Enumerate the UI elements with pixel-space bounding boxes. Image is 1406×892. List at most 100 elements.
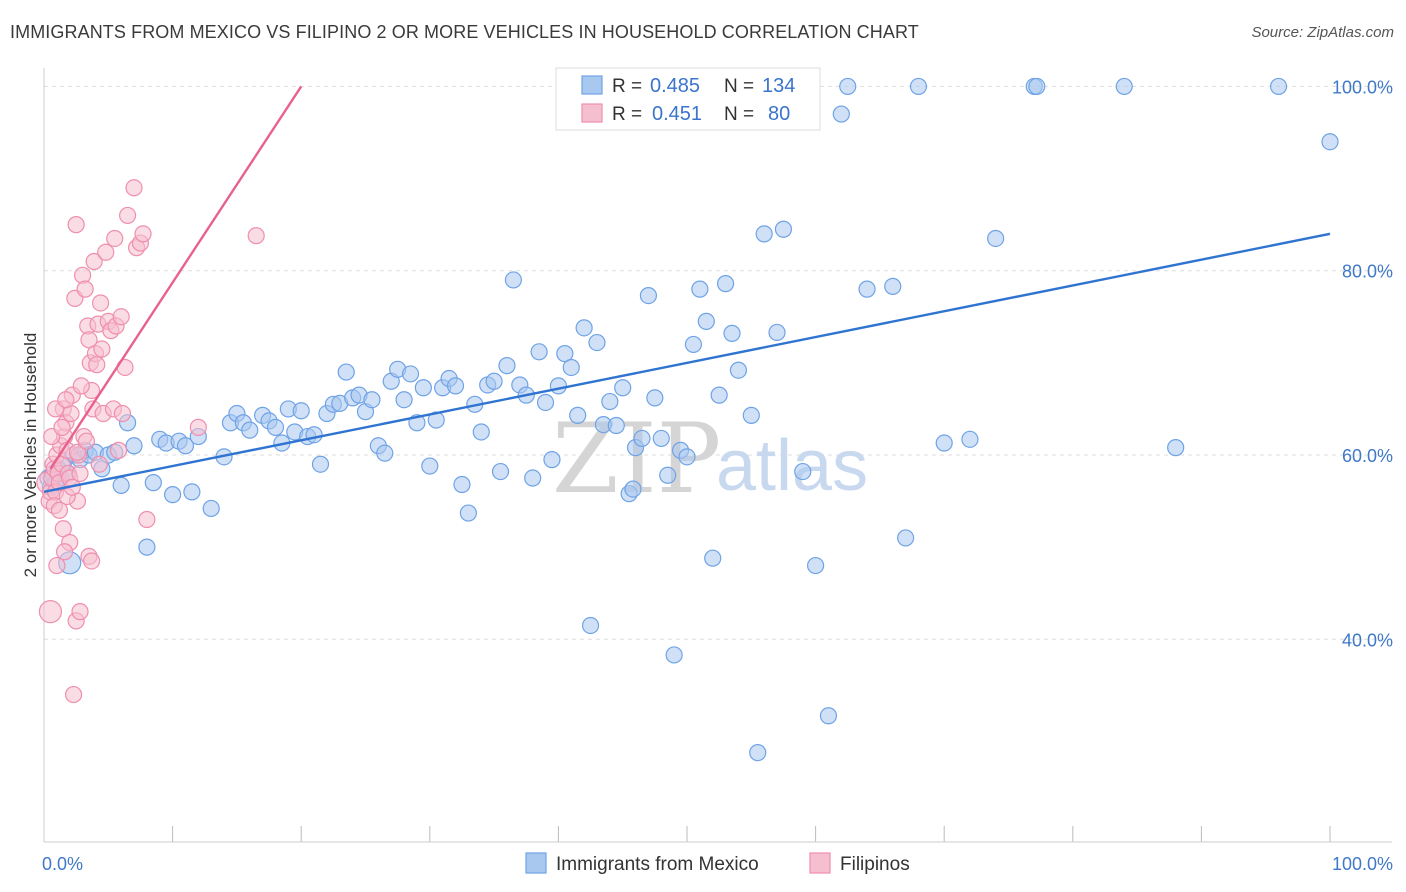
point-mexico xyxy=(768,323,786,342)
bottom-legend-swatch-mexico xyxy=(525,852,547,874)
point-filipinos xyxy=(82,552,101,570)
point-filipinos xyxy=(53,418,71,436)
point-mexico xyxy=(665,646,683,664)
point-mexico xyxy=(659,466,677,484)
x-tick-label: 100.0% xyxy=(1332,854,1393,874)
point-mexico xyxy=(646,389,664,407)
point-mexico xyxy=(549,377,568,395)
trend-lines xyxy=(43,85,1331,494)
point-mexico xyxy=(652,429,670,448)
chart-title: IMMIGRANTS FROM MEXICO VS FILIPINO 2 OR … xyxy=(10,22,919,42)
point-mexico xyxy=(806,556,825,575)
point-filipinos xyxy=(112,308,130,326)
point-mexico xyxy=(987,229,1005,248)
point-mexico xyxy=(556,345,574,363)
point-mexico xyxy=(684,335,703,354)
point-filipinos xyxy=(134,225,152,243)
point-mexico xyxy=(562,358,580,377)
point-mexico xyxy=(491,462,510,481)
point-mexico xyxy=(710,386,728,404)
point-filipinos xyxy=(125,179,143,197)
point-mexico xyxy=(530,343,548,361)
point-mexico xyxy=(607,416,625,435)
point-filipinos xyxy=(88,356,106,374)
point-mexico xyxy=(138,538,156,556)
point-mexico xyxy=(935,434,953,452)
source-label: Source: ZipAtlas.com xyxy=(1251,24,1394,41)
point-filipinos xyxy=(113,404,132,423)
gridlines xyxy=(43,85,1392,842)
legend-swatch-mexico xyxy=(581,75,603,95)
point-mexico xyxy=(588,333,606,352)
point-mexico xyxy=(774,220,793,238)
x-tick-label: 0.0% xyxy=(42,854,83,874)
point-filipinos xyxy=(118,206,137,225)
point-filipinos xyxy=(67,216,85,234)
y-axis-label: 2 or more Vehicles in Household xyxy=(21,333,40,578)
point-mexico xyxy=(601,392,619,411)
point-mexico xyxy=(453,475,471,494)
point-mexico xyxy=(421,457,439,475)
legend-n-label-filipinos: N = xyxy=(724,104,754,125)
point-mexico xyxy=(1167,439,1185,457)
point-filipinos xyxy=(85,252,103,271)
point-mexico xyxy=(716,275,735,293)
point-mexico xyxy=(266,418,285,436)
point-mexico xyxy=(164,486,182,504)
point-mexico xyxy=(704,549,722,567)
point-mexico xyxy=(363,391,381,409)
bottom-legend-label-filipinos: Filipinos xyxy=(840,854,910,875)
x-tick-labels: 0.0% 100.0% xyxy=(42,854,1393,874)
legend-r-value-mexico: 0.485 xyxy=(650,75,700,97)
point-mexico xyxy=(472,423,490,441)
point-mexico xyxy=(414,379,432,397)
point-mexico xyxy=(858,280,876,298)
bottom-legend-swatch-filipinos xyxy=(809,852,831,874)
point-mexico xyxy=(459,504,477,522)
point-filipinos xyxy=(55,543,74,561)
point-filipinos xyxy=(64,685,83,704)
point-mexico xyxy=(697,312,715,330)
point-filipinos xyxy=(57,391,75,409)
point-mexico xyxy=(1115,77,1133,96)
point-mexico xyxy=(819,707,838,725)
legend-swatch-filipinos xyxy=(581,103,603,123)
point-filipinos xyxy=(247,227,265,245)
point-mexico xyxy=(897,529,915,547)
point-mexico xyxy=(395,391,413,409)
point-mexico xyxy=(401,365,420,383)
point-filipinos xyxy=(80,331,98,349)
legend-n-label-mexico: N = xyxy=(724,76,754,97)
point-filipinos xyxy=(73,266,92,284)
point-mexico xyxy=(575,319,593,337)
point-mexico xyxy=(1269,77,1288,96)
trend-line-mexico xyxy=(43,232,1331,494)
point-mexico xyxy=(614,379,632,397)
legend-r-value-filipinos: 0.451 xyxy=(652,103,702,125)
point-mexico xyxy=(337,363,355,381)
point-mexico xyxy=(144,474,162,492)
point-mexico xyxy=(749,744,767,762)
y-tick-label: 40.0% xyxy=(1342,630,1393,650)
point-mexico xyxy=(176,437,195,455)
point-filipinos xyxy=(91,294,110,312)
point-mexico xyxy=(536,393,555,412)
legend-r-label-filipinos: R = xyxy=(612,104,642,125)
point-mexico xyxy=(376,444,394,462)
point-filipinos xyxy=(97,243,115,261)
point-mexico xyxy=(729,361,748,379)
point-mexico xyxy=(884,277,902,295)
legend: R = 0.485 N = 134 R = 0.451 N = 80 xyxy=(555,67,821,131)
watermark-atlas: atlas xyxy=(716,426,868,506)
point-mexico xyxy=(742,406,760,424)
point-filipinos xyxy=(48,556,66,575)
point-mexico xyxy=(524,469,542,487)
point-mexico xyxy=(723,324,741,342)
point-mexico xyxy=(909,77,928,96)
bottom-legend: Immigrants from Mexico Filipinos xyxy=(525,852,910,875)
y-tick-labels: 40.0% 60.0% 80.0% 100.0% xyxy=(1332,77,1393,650)
point-mexico xyxy=(569,406,587,424)
point-mexico xyxy=(633,429,651,448)
point-filipinos xyxy=(71,603,89,621)
point-filipinos xyxy=(50,501,69,519)
